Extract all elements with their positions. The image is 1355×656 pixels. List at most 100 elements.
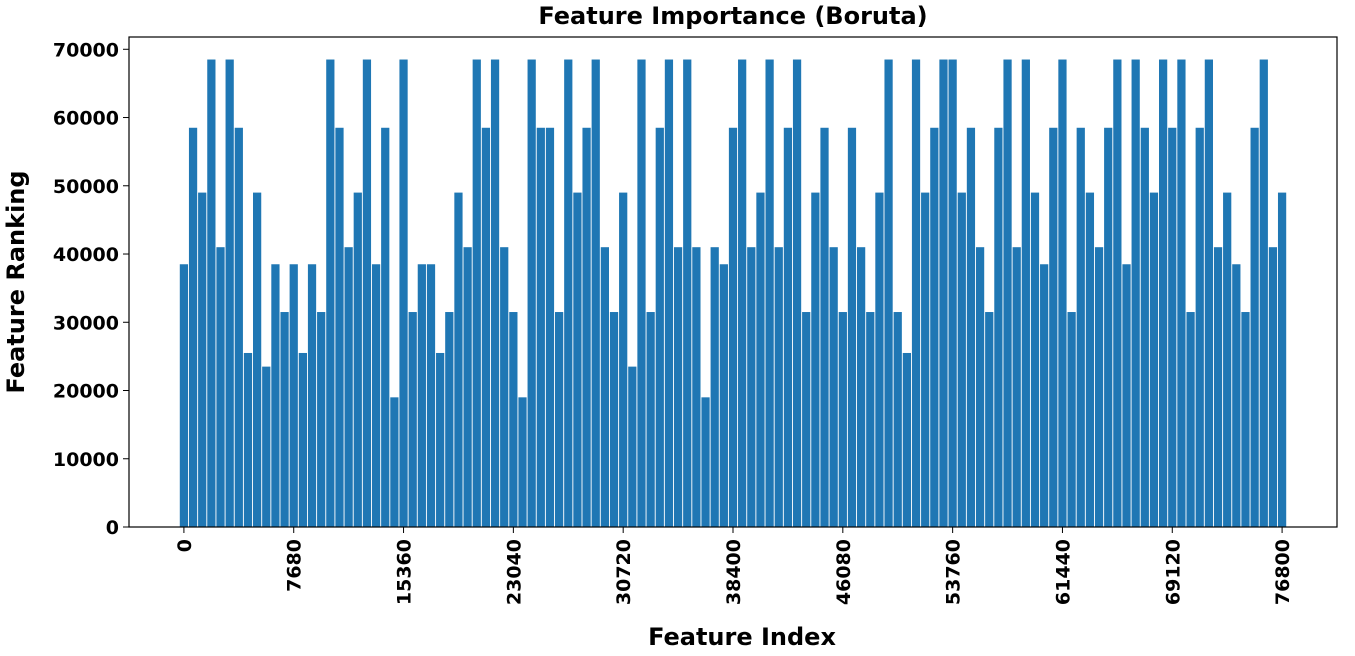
bar <box>298 352 307 527</box>
bar <box>1113 59 1122 527</box>
bar <box>857 247 866 527</box>
bar <box>875 192 884 528</box>
bar <box>619 192 628 528</box>
bar <box>1186 312 1195 527</box>
bar <box>655 127 664 527</box>
x-tick-label: 46080 <box>833 539 855 605</box>
bar <box>225 59 234 527</box>
bar <box>390 397 399 527</box>
x-tick-label: 30720 <box>613 539 635 605</box>
bar <box>307 264 317 527</box>
bar <box>234 127 243 527</box>
bar <box>1021 59 1030 527</box>
bar <box>664 59 674 527</box>
bar <box>747 247 756 527</box>
bar <box>1049 127 1058 527</box>
bar <box>1268 247 1278 527</box>
x-tick-label: 15360 <box>394 539 416 605</box>
x-tick-label: 38400 <box>723 539 745 605</box>
y-tick-label: 70000 <box>53 39 119 61</box>
bar <box>500 247 509 527</box>
bar <box>966 127 976 527</box>
bar <box>371 264 381 527</box>
bar <box>179 264 189 527</box>
bar <box>207 59 216 527</box>
bar <box>518 397 527 527</box>
bar <box>1122 264 1131 527</box>
bar <box>1259 59 1268 527</box>
bar <box>911 59 921 527</box>
bar <box>600 247 609 527</box>
bar <box>1104 127 1113 527</box>
y-tick-label: 60000 <box>53 108 119 130</box>
x-tick-label: 53760 <box>943 539 965 605</box>
bar <box>902 352 911 527</box>
bar <box>866 312 875 527</box>
bar <box>1040 264 1049 527</box>
bar <box>555 312 564 527</box>
bar <box>271 264 280 527</box>
bar <box>719 264 728 527</box>
bar <box>994 127 1003 527</box>
bar <box>1131 59 1140 527</box>
bar <box>1177 59 1186 527</box>
bar <box>1058 59 1067 527</box>
bar <box>975 247 985 527</box>
bar <box>1085 192 1095 528</box>
bar <box>802 312 811 527</box>
bar <box>573 192 582 528</box>
x-tick-label: 23040 <box>503 539 525 605</box>
bar <box>673 247 683 527</box>
bar <box>1213 247 1223 527</box>
bar <box>381 127 390 527</box>
bar <box>262 366 271 527</box>
bar <box>930 127 939 527</box>
bar <box>317 312 326 527</box>
bar <box>243 352 253 527</box>
bar <box>692 247 701 527</box>
bar <box>893 312 902 527</box>
bar <box>536 127 545 527</box>
bar <box>738 59 747 527</box>
bar <box>1277 192 1287 528</box>
bar <box>637 59 646 527</box>
bar <box>1232 264 1241 527</box>
bar <box>792 59 802 527</box>
bar <box>1076 127 1085 527</box>
bar <box>509 312 518 527</box>
bar <box>1149 192 1159 528</box>
bar <box>829 247 838 527</box>
x-tick-label: 7680 <box>284 539 306 592</box>
bar <box>1159 59 1168 527</box>
bar <box>1250 127 1259 527</box>
bar <box>774 247 783 527</box>
y-axis-label: Feature Ranking <box>2 170 30 393</box>
bar <box>1030 192 1040 528</box>
bar <box>847 127 857 527</box>
bar <box>820 127 829 527</box>
y-tick-label: 40000 <box>53 244 119 266</box>
bar <box>1094 247 1104 527</box>
bar <box>326 59 335 527</box>
bar <box>921 192 930 528</box>
chart-title: Feature Importance (Boruta) <box>538 2 927 30</box>
x-tick-label: 69120 <box>1162 539 1184 605</box>
bar <box>545 127 555 527</box>
y-tick-label: 20000 <box>53 381 119 403</box>
bar <box>783 127 793 527</box>
bar <box>527 59 536 527</box>
bar <box>838 312 847 527</box>
bar <box>253 192 262 528</box>
bar <box>454 192 463 528</box>
bar <box>701 397 710 527</box>
bar <box>417 264 426 527</box>
bar <box>628 366 637 527</box>
bar <box>811 192 820 528</box>
x-tick-label: 0 <box>174 539 196 552</box>
y-tick-label: 30000 <box>53 312 119 334</box>
bar <box>1003 59 1012 527</box>
bar <box>408 312 417 527</box>
bar <box>436 352 445 527</box>
y-tick-label: 10000 <box>53 449 119 471</box>
